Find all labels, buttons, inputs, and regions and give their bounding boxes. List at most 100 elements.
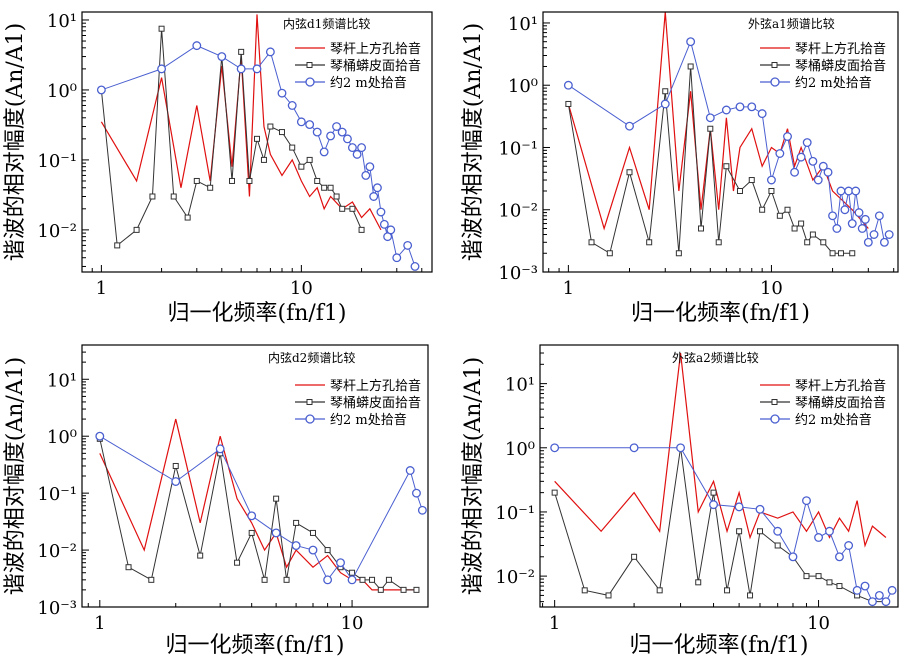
series-1 [99, 418, 417, 591]
data-point-circle [410, 262, 420, 271]
legend-label: 琴桶蟒皮面拾音 [795, 58, 886, 74]
data-point-circle [392, 253, 402, 263]
data-point-circle [369, 192, 379, 201]
legend-marker-square [306, 399, 313, 405]
y-axis-label: 谐波的相对幅度(An/A1) [461, 23, 486, 262]
legend-marker-circle [770, 77, 780, 87]
data-point-square [715, 239, 722, 246]
data-point-circle [686, 37, 696, 47]
data-point-square [149, 193, 156, 200]
data-point-square [324, 547, 331, 554]
data-point-circle [887, 585, 897, 595]
data-point-square [369, 576, 376, 583]
data-point-circle [660, 99, 670, 109]
data-point-circle [96, 85, 106, 95]
y-tick-label: 10⁻¹ [498, 138, 538, 159]
y-tick-label: 10¹ [47, 11, 77, 32]
data-point-circle [343, 134, 352, 144]
data-point-square [723, 163, 730, 170]
data-point-square [238, 48, 245, 55]
data-point-square [565, 100, 572, 107]
data-point-circle [863, 237, 873, 247]
chart-panel-2: 1 10 10⁻³ 10⁻² 10⁻¹ 10⁰ 10¹ 归一化频率(fn/f1) 谐波的相对幅度… [461, 11, 899, 326]
legend-marker-circle [305, 77, 315, 87]
data-point-circle [840, 205, 850, 215]
data-point-square [736, 187, 743, 194]
legend-marker-circle [305, 414, 315, 424]
data-point-circle [860, 581, 870, 591]
data-point-square [809, 231, 816, 238]
data-point-circle [823, 167, 833, 177]
data-point-square [283, 576, 290, 583]
legend-label: 琴桶蟒皮面拾音 [795, 395, 886, 411]
plot-area [550, 352, 897, 607]
data-point-circle [412, 488, 421, 498]
data-point-circle [347, 575, 357, 585]
x-tick-label: 10 [760, 278, 783, 299]
data-point-circle [832, 224, 842, 233]
legend-label: 约2 m处拾音 [330, 75, 407, 91]
series-line [99, 435, 423, 581]
data-point-circle [818, 161, 828, 171]
y-tick-label: 10⁻² [37, 541, 77, 562]
data-point-square [820, 239, 827, 246]
data-point-square [849, 250, 856, 257]
data-point-circle [357, 143, 367, 153]
data-point-square [826, 579, 833, 586]
data-point-square [133, 226, 140, 233]
data-point-square [349, 569, 356, 576]
data-point-square [798, 220, 805, 227]
data-point-circle [788, 552, 798, 562]
data-point-circle [766, 175, 776, 185]
data-point-circle [747, 102, 757, 112]
y-tick-label: 10¹ [508, 14, 538, 35]
data-point-circle [851, 186, 861, 196]
data-point-square [289, 144, 296, 151]
y-axis-label: 谐波的相对幅度(An/A1) [461, 357, 486, 596]
series-3 [563, 37, 894, 247]
data-point-circle [857, 224, 867, 233]
data-point-square [646, 239, 653, 246]
data-point-circle [755, 504, 765, 514]
data-point-circle [332, 122, 342, 131]
data-point-circle [860, 214, 870, 224]
data-point-circle [252, 64, 262, 74]
data-point-square [687, 63, 694, 70]
data-point-circle [352, 149, 362, 159]
data-point-circle [265, 47, 275, 57]
legend-label: 琴杆上方孔拾音 [330, 41, 421, 57]
data-point-circle [884, 230, 894, 239]
y-minor-ticks [82, 19, 89, 267]
data-point-square [306, 156, 313, 163]
data-point-circle [171, 477, 181, 486]
data-point-square [125, 564, 132, 571]
data-point-circle [271, 528, 281, 538]
data-point-circle [247, 511, 257, 521]
chart-panel-4: 1 10 10⁻² 10⁻¹ 10⁰ 10¹ 归一化频率(fn/f1) 谐波的相对幅度(An/… [461, 344, 899, 658]
x-axis-label: 归一化频率(fn/f1) [631, 301, 810, 326]
data-point-circle [796, 152, 806, 162]
data-point-square [605, 592, 612, 599]
plot-frame [542, 11, 899, 273]
data-point-circle [365, 162, 375, 172]
data-point-square [626, 169, 633, 176]
data-point-circle [287, 101, 297, 110]
x-minor-ticks [542, 600, 899, 607]
data-point-square [710, 489, 717, 496]
data-point-square [385, 576, 392, 583]
data-point-square [400, 586, 407, 593]
data-point-square [359, 576, 366, 583]
data-point-circle [236, 64, 246, 74]
legend-marker-circle [770, 414, 780, 424]
data-point-circle [879, 237, 889, 247]
x-tick-label: 1 [94, 613, 105, 634]
data-point-square [377, 586, 384, 593]
data-point-circle [312, 127, 322, 137]
y-tick-label: 10⁻² [37, 221, 77, 242]
data-point-square [349, 205, 356, 212]
series-3 [95, 431, 427, 585]
data-point-square [829, 250, 836, 257]
y-tick-label: 10⁻² [498, 201, 538, 222]
